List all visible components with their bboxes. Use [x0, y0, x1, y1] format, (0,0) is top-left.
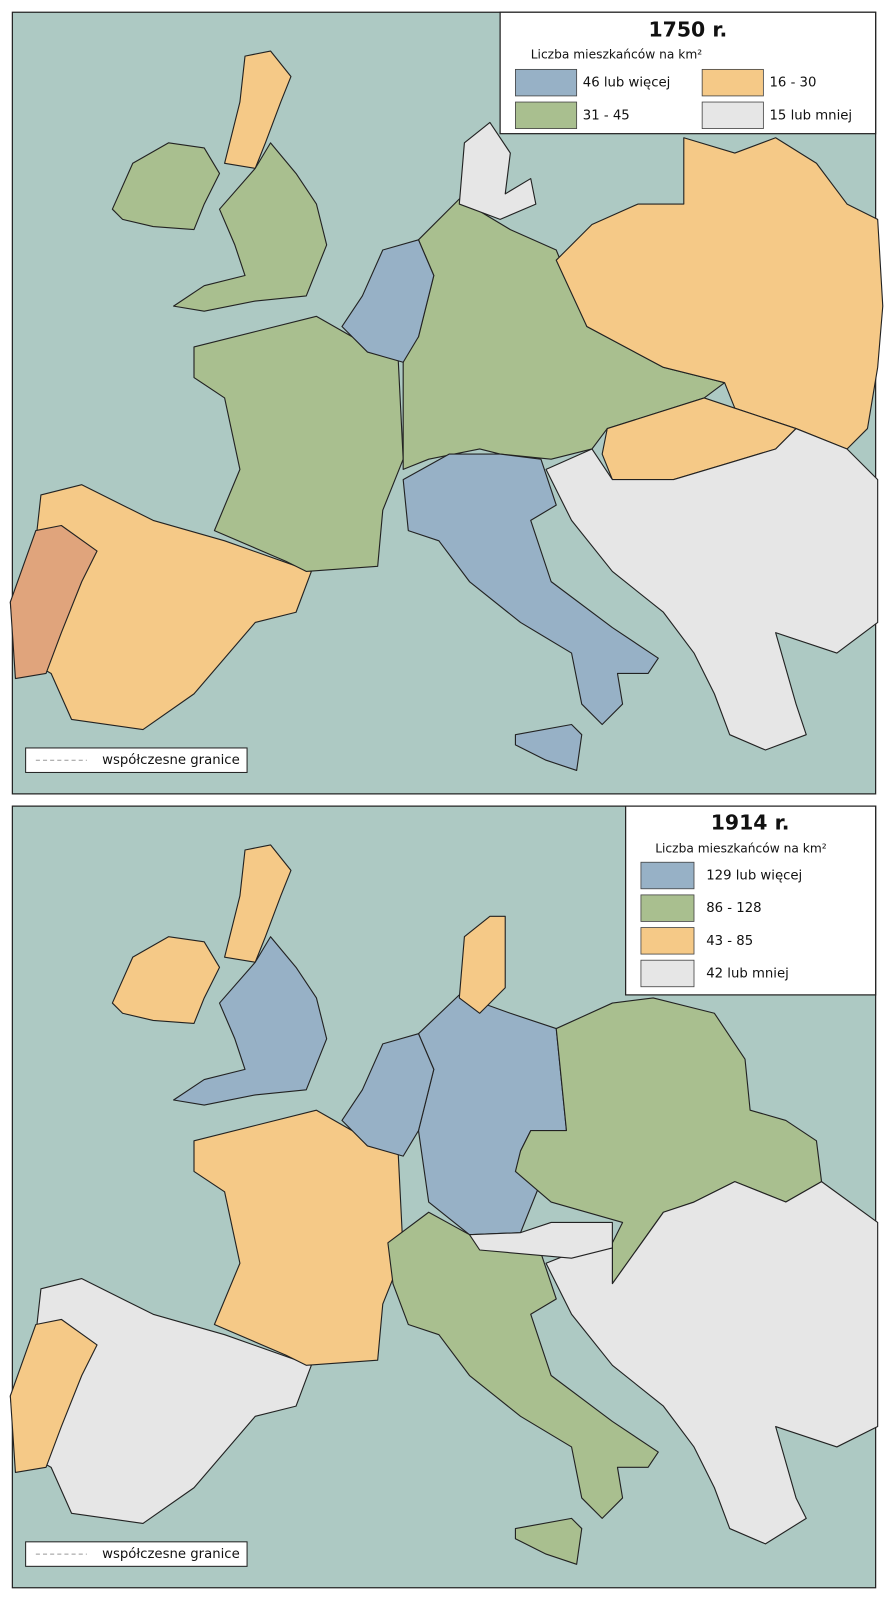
region [545, 1181, 879, 1545]
legend-swatch [515, 101, 578, 129]
border-note: współczesne granice [102, 752, 240, 768]
region [193, 315, 404, 572]
legend-label: 129 lub więcej [706, 869, 802, 884]
legend-title: Liczba mieszkańców na km² [531, 48, 703, 62]
legend-label: 46 lub więcej [583, 76, 671, 91]
region [224, 50, 292, 169]
legend-label: 43 - 85 [706, 934, 753, 949]
region [224, 844, 292, 963]
region [514, 723, 583, 771]
region [341, 1033, 435, 1157]
region [402, 453, 659, 726]
regions [9, 50, 884, 771]
map-title: 1914 r. [711, 810, 790, 834]
region [458, 915, 506, 1014]
border-note: współczesne granice [102, 1546, 240, 1562]
legend-swatch [701, 68, 764, 97]
region [9, 524, 98, 680]
legend-swatch [640, 959, 695, 988]
map-panel: 1914 r. Liczba mieszkańców na km² 129 lub … [9, 805, 879, 1589]
legend-label: 42 lub mniej [706, 966, 789, 981]
region [458, 121, 537, 220]
region [341, 239, 435, 363]
legend-title: Liczba mieszkańców na km² [655, 841, 827, 855]
legend-label: 16 - 30 [770, 76, 817, 91]
region [173, 936, 328, 1106]
legend-label: 86 - 128 [706, 901, 761, 916]
region [111, 936, 221, 1025]
region [514, 1517, 583, 1565]
legend-swatch [701, 101, 764, 129]
legend-label: 15 lub mniej [770, 108, 853, 123]
regions [9, 844, 879, 1565]
region [9, 1318, 98, 1474]
border-note-box [25, 1541, 248, 1567]
border-note-box [25, 747, 248, 773]
region [545, 428, 879, 751]
legend-swatch [640, 894, 695, 922]
legend-swatch [515, 68, 578, 97]
region [111, 142, 221, 231]
region [468, 1221, 613, 1259]
map-title: 1750 r. [649, 18, 728, 42]
region [555, 137, 884, 450]
legend-label: 31 - 45 [583, 108, 630, 123]
region [193, 1109, 404, 1366]
map-panel: 1750 r. Liczba mieszkańców na km² 46 lub w… [9, 11, 884, 795]
region [173, 142, 328, 312]
legend-swatch [640, 861, 695, 890]
legend-swatch [640, 927, 695, 955]
